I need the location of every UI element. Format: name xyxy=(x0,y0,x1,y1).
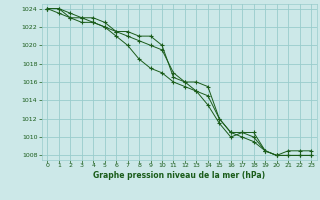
X-axis label: Graphe pression niveau de la mer (hPa): Graphe pression niveau de la mer (hPa) xyxy=(93,171,265,180)
